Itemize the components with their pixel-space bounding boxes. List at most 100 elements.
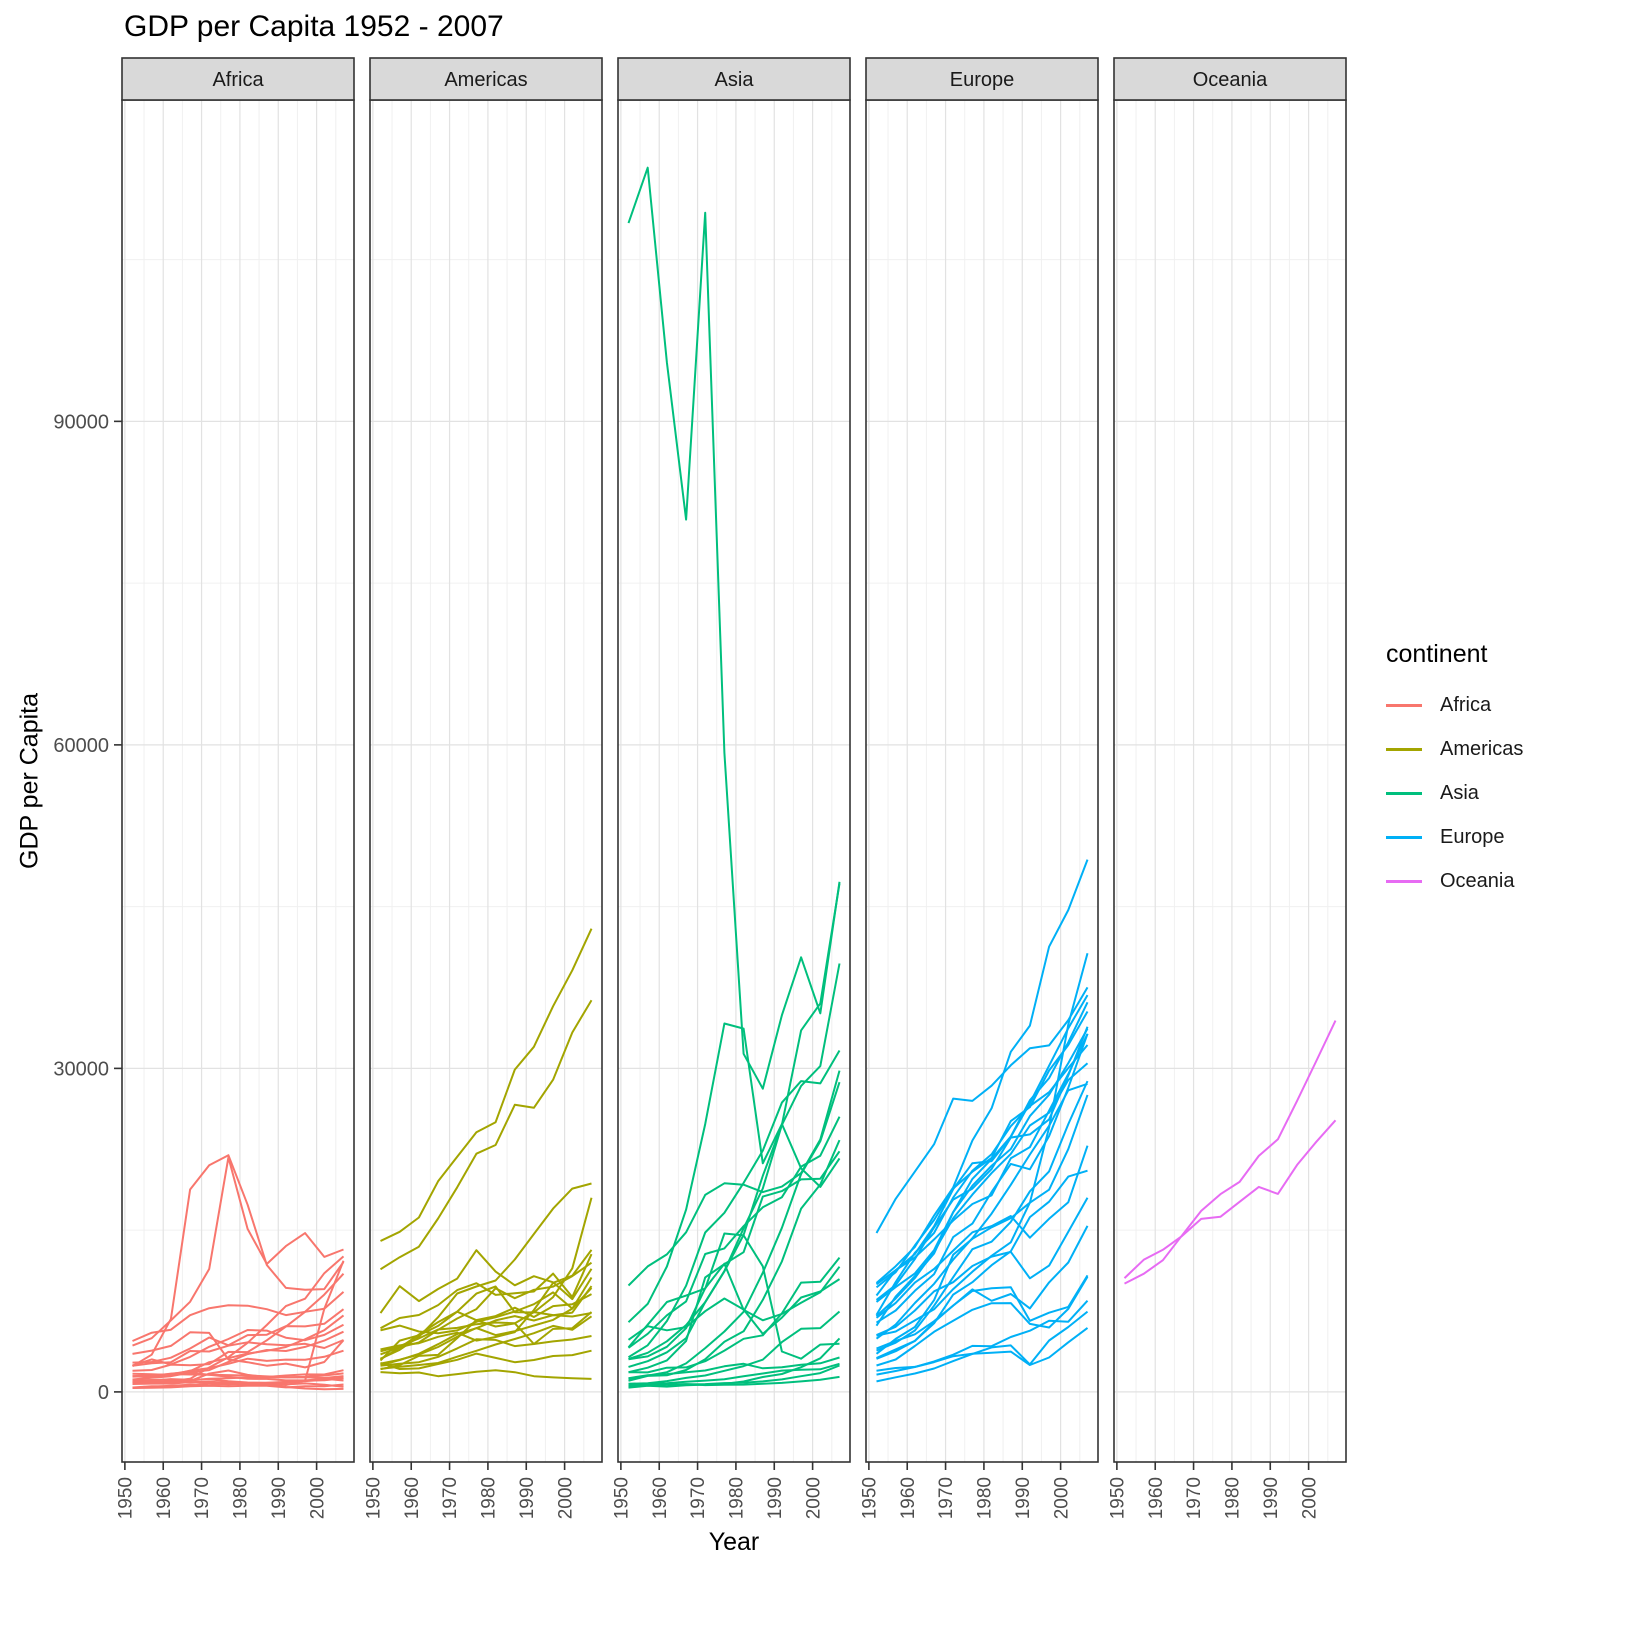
facet-africa: Africa 1950 1960 1970 1980 1990 2000 [116, 57, 355, 1519]
series-line-philippines [628, 1356, 840, 1380]
legend-label: Oceania [1440, 869, 1515, 892]
series-line-mauritius [132, 1273, 345, 1372]
series-line-ethiopia [132, 1383, 344, 1389]
x-tick-label: 2000 [803, 1477, 824, 1519]
series-line-czech-republic [875, 1145, 1089, 1319]
facet-europe: Europe 1950 1960 1970 1980 1990 2000 [860, 57, 1099, 1519]
legend: continent Africa Americas Asia Europe Oceani… [1386, 640, 1606, 903]
series-line-uganda [132, 1377, 344, 1386]
y-axis-title: GDP per Capita [15, 692, 44, 870]
series-line-israel [627, 1116, 841, 1349]
series-line-guatemala [380, 1335, 592, 1367]
series-line-reunion [132, 1308, 345, 1364]
x-tick-label: 1960 [154, 1477, 175, 1519]
series-line-haiti [380, 1369, 592, 1380]
series-line-belgium [875, 1028, 1089, 1303]
x-tick-label: 1990 [1261, 1477, 1282, 1519]
facet-strip-label: Oceania [1193, 69, 1268, 91]
x-tick-label: 1980 [727, 1477, 748, 1519]
series-line-mexico [380, 1261, 593, 1356]
legend-label: Americas [1440, 737, 1524, 760]
facet-strip [865, 57, 1099, 101]
x-tick-label: 1960 [650, 1477, 671, 1519]
legend-entries: Africa Americas Asia Europe Oceania [1386, 683, 1606, 903]
series-line-korea-rep- [628, 1139, 841, 1382]
y-tick-label: 0 [98, 1382, 109, 1404]
series-line-iraq [627, 1232, 840, 1360]
x-tick-label: 1950 [364, 1477, 385, 1519]
x-tick-label: 2000 [1299, 1477, 1320, 1519]
series-line-iran [628, 1262, 841, 1361]
legend-label: Europe [1440, 825, 1505, 848]
series-line-albania [876, 1327, 1089, 1376]
series-line-gabon [132, 1156, 344, 1347]
series-line-japan [627, 1049, 841, 1359]
series-line-poland [876, 1225, 1089, 1350]
x-tick-label: 2000 [555, 1477, 576, 1519]
series-line-bulgaria [876, 1276, 1089, 1367]
legend-key-line-icon [1386, 791, 1422, 795]
series-line-south-africa [132, 1291, 345, 1342]
series-line-united-states [380, 928, 593, 1242]
series-line-hungary [876, 1197, 1089, 1337]
legend-label: Africa [1440, 693, 1492, 716]
facet-strip [617, 57, 851, 101]
legend-key-line-icon [1386, 747, 1422, 751]
facet-asia: Asia 1950 1960 1970 1980 1990 2000 [612, 57, 851, 1519]
series-line-taiwan [628, 1081, 841, 1380]
series-line-colombia [380, 1315, 593, 1370]
series-line-argentina [380, 1253, 593, 1330]
legend-entry-europe: Europe [1386, 815, 1606, 859]
facet-strip-label: Asia [715, 69, 755, 91]
series-line-hong-kong-china [628, 963, 841, 1360]
x-tick-label: 1970 [936, 1477, 957, 1519]
series-line-romania [876, 1274, 1089, 1359]
y-tick-label: 90000 [53, 411, 109, 433]
x-axis-title: Year [708, 1528, 760, 1556]
x-tick-label: 1970 [688, 1477, 709, 1519]
legend-entry-americas: Americas [1386, 727, 1606, 771]
series-line-saudi-arabia [627, 1022, 841, 1323]
facet-strip-label: Africa [212, 69, 264, 91]
series-line-singapore [628, 883, 841, 1368]
series-line-libya [131, 1154, 345, 1368]
series-line-bangladesh [628, 1375, 840, 1387]
facet-oceania: Oceania 1950 1960 1970 1980 1990 2000 [1108, 57, 1347, 1519]
facet-strip [369, 57, 603, 101]
x-tick-label: 1980 [479, 1477, 500, 1519]
x-tick-label: 1980 [975, 1477, 996, 1519]
series-line-spain [876, 1080, 1089, 1352]
x-tick-label: 1990 [517, 1477, 538, 1519]
series-line-bolivia [380, 1349, 592, 1370]
chart-title: GDP per Capita 1952 - 2007 [124, 10, 504, 43]
x-tick-label: 1960 [898, 1477, 919, 1519]
series-line-sweden [875, 1026, 1089, 1301]
y-tick-label: 60000 [53, 735, 109, 757]
legend-entry-africa: Africa [1386, 683, 1606, 727]
series-line-senegal [132, 1372, 344, 1379]
series-line-brazil [380, 1293, 592, 1371]
series-line-kuwait [627, 166, 841, 1090]
series-line-thailand [628, 1310, 841, 1385]
series-line-malaysia [628, 1256, 841, 1374]
x-tick-label: 1970 [440, 1477, 461, 1519]
y-tick-label: 30000 [53, 1058, 109, 1080]
series-line-finland [875, 1033, 1089, 1324]
x-tick-label: 1960 [402, 1477, 423, 1519]
series-line-algeria [132, 1323, 344, 1367]
series-line-canada [379, 999, 593, 1271]
series-line-france [875, 1062, 1089, 1317]
x-tick-label: 1990 [765, 1477, 786, 1519]
x-tick-label: 2000 [307, 1477, 328, 1519]
legend-key-line-icon [1386, 703, 1422, 707]
x-tick-label: 1960 [1146, 1477, 1167, 1519]
series-line-greece [875, 1094, 1089, 1355]
x-tick-label: 1970 [1184, 1477, 1205, 1519]
series-line-new-zealand [1123, 1119, 1337, 1279]
series-line-uruguay [380, 1276, 593, 1335]
x-tick-label: 1950 [860, 1477, 881, 1519]
series-line-oman [628, 1150, 841, 1374]
series-line-united-kingdom [875, 1033, 1089, 1286]
x-tick-label: 1970 [192, 1477, 213, 1519]
legend-entry-asia: Asia [1386, 771, 1606, 815]
